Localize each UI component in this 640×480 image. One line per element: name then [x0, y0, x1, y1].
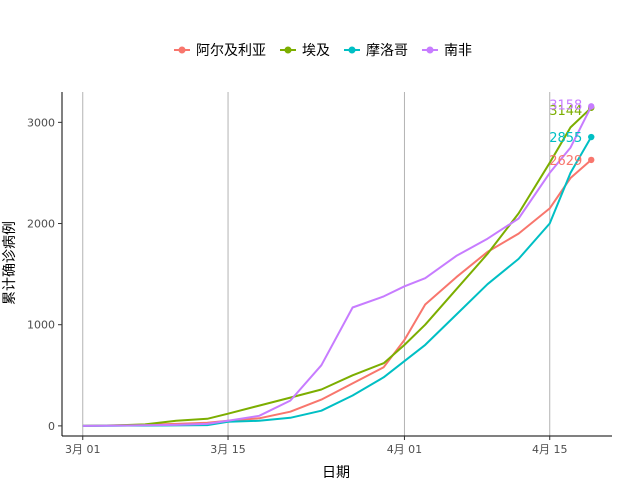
x-tick-label: 3月 15 [210, 443, 246, 456]
grid [82, 92, 551, 436]
legend-label: 埃及 [302, 43, 330, 59]
y-tick-label: 0 [48, 420, 55, 433]
series-end-point [588, 103, 595, 110]
legend-key-point [178, 46, 186, 54]
end-value-label: 2629 [549, 154, 582, 169]
y-tick-label: 2000 [27, 218, 55, 231]
y-tick-label: 1000 [27, 319, 55, 332]
legend-key-point [284, 46, 292, 54]
x-tick-label: 4月 01 [387, 443, 423, 456]
x-tick-label: 4月 15 [532, 443, 568, 456]
series-line [82, 159, 592, 427]
y-axis-title: 累计确诊病例 [2, 221, 18, 305]
end-value-label: 3144 [549, 104, 582, 119]
series-line [82, 105, 593, 427]
legend: 阿尔及利亚 埃及 摩洛哥 南非 [174, 42, 472, 59]
series-line [82, 107, 592, 427]
x-axis-title: 日期 [322, 465, 350, 480]
series-end-point [588, 156, 595, 164]
y-tick-label: 3000 [27, 116, 55, 129]
series-end-point [588, 133, 595, 141]
legend-label: 阿尔及利亚 [196, 43, 266, 59]
series-layer [82, 103, 595, 427]
legend-label: 摩洛哥 [366, 42, 408, 59]
end-value-label: 2855 [549, 131, 582, 146]
axes: 0 1000 2000 3000 3月 01 3月 15 4月 01 4月 15 [27, 92, 612, 456]
x-tick-label: 3月 01 [65, 443, 101, 456]
legend-key-point [426, 46, 434, 54]
end-value-label: 3158 [549, 98, 582, 113]
end-labels: 2629 3144 2855 3158 [549, 98, 582, 169]
legend-key-point [348, 46, 356, 54]
legend-label: 南非 [444, 43, 472, 59]
